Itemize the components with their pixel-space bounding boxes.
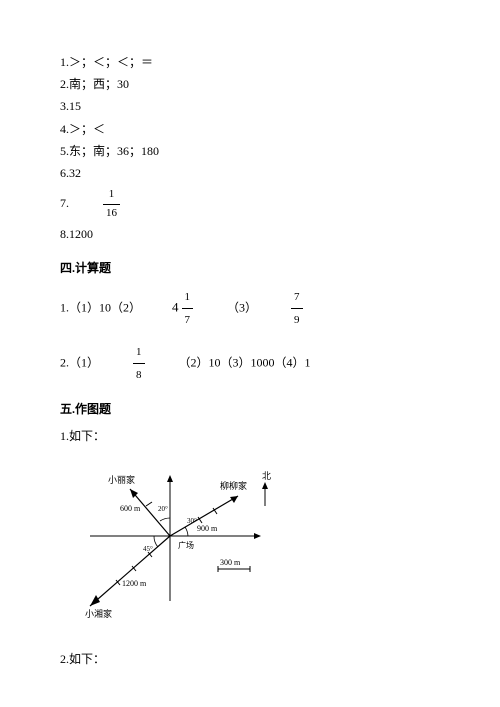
fraction-den: 8 — [133, 364, 145, 386]
calc-q2-part1: 2.（1） — [60, 355, 99, 369]
fraction-den: 9 — [291, 309, 303, 331]
calc-q1-frac1: 1 7 — [182, 286, 194, 331]
section-4-title: 四.计算题 — [60, 259, 440, 276]
label-30deg: 30° — [187, 517, 197, 525]
answer-7-fraction: 1 16 — [103, 186, 120, 222]
fraction-num: 1 — [182, 286, 194, 309]
arc-20 — [160, 518, 170, 521]
calc-q1: 1.（1）10（2） 4 1 7 （3） 7 9 — [60, 286, 440, 331]
calc-q2-frac1: 1 8 — [133, 341, 145, 386]
fraction-den: 16 — [103, 205, 120, 223]
label-600m: 600 m — [120, 504, 141, 513]
fraction-num: 7 — [291, 286, 303, 309]
arc-30 — [185, 527, 188, 536]
answer-1: 1.＞；＜；＜；＝ — [60, 53, 440, 72]
label-300m: 300 m — [220, 558, 241, 567]
q5-2: 2.如下： — [60, 650, 440, 669]
arc-45 — [154, 536, 158, 547]
calc-q1-part3: （3） — [227, 300, 257, 314]
answer-4: 4.＞；＜ — [60, 120, 440, 139]
calc-q1-part1: 1.（1）10（2） — [60, 300, 141, 314]
label-north: 北 — [262, 471, 271, 481]
answer-8: 8.1200 — [60, 225, 440, 244]
answer-6: 6.32 — [60, 164, 440, 183]
answer-2: 2.南；西；30 — [60, 75, 440, 94]
fraction-num: 1 — [133, 341, 145, 364]
answer-3: 3.15 — [60, 97, 440, 116]
answer-7: 7. 1 16 — [60, 186, 440, 222]
answer-5: 5.东；南；36；180 — [60, 142, 440, 161]
calc-q2-part2: （2）10（3）1000（4）1 — [179, 355, 311, 369]
label-1200m: 1200 m — [122, 579, 147, 588]
label-guangchang: 广场 — [178, 540, 194, 550]
label-45deg: 45° — [143, 545, 153, 553]
label-20deg: 20° — [158, 505, 168, 513]
calc-q2: 2.（1） 1 8 （2）10（3）1000（4）1 — [60, 341, 440, 386]
tick3 — [146, 502, 152, 506]
section-5-title: 五.作图题 — [60, 400, 440, 417]
fraction-den: 7 — [182, 309, 194, 331]
calc-q1-whole: 4 — [172, 299, 179, 314]
calc-q1-frac2: 7 9 — [291, 286, 303, 331]
diagram-svg: 北 小丽家 柳柳家 小湘家 广场 600 m 900 m 1200 m 300 … — [70, 461, 300, 621]
q5-1: 1.如下： — [60, 427, 440, 446]
answer-7-prefix: 7. — [60, 196, 69, 210]
arrow-xiaoxiang — [90, 595, 100, 606]
label-liuliu: 柳柳家 — [220, 480, 247, 491]
label-xiaoxiang: 小湘家 — [85, 608, 112, 619]
fraction-num: 1 — [103, 186, 120, 205]
compass-diagram: 北 小丽家 柳柳家 小湘家 广场 600 m 900 m 1200 m 300 … — [70, 461, 440, 625]
label-900m: 900 m — [197, 524, 218, 533]
label-xiaoli: 小丽家 — [108, 474, 135, 485]
